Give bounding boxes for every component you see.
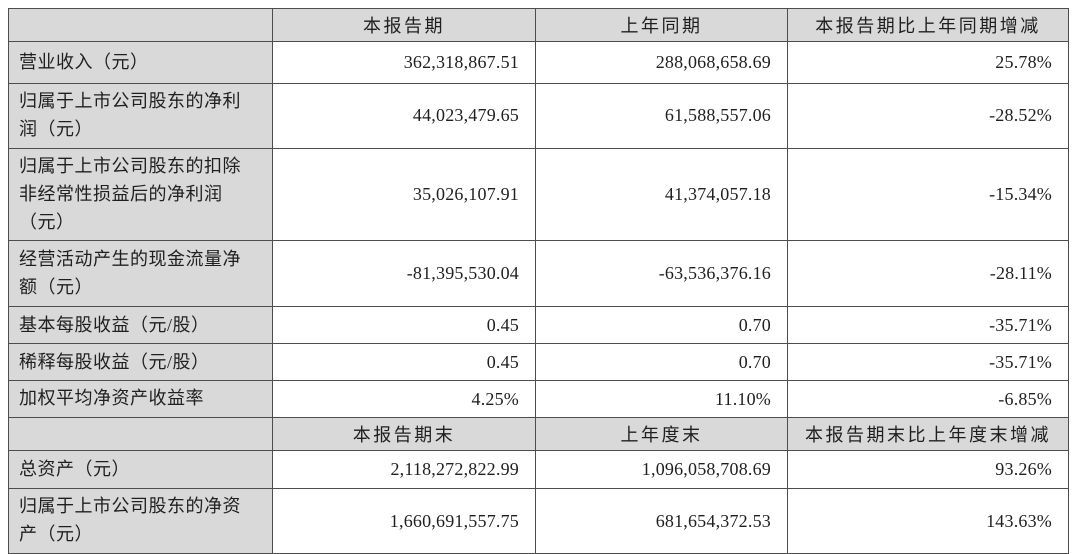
cell-change: -28.52%: [787, 83, 1069, 149]
row-total-assets: 总资产（元） 2,118,272,822.99 1,096,058,708.69…: [8, 450, 1069, 490]
cell-change: 25.78%: [787, 41, 1069, 84]
corner-cell: [8, 417, 273, 452]
cell-label: 归属于上市公司股东的净资产（元）: [8, 488, 273, 554]
cell-current: 0.45: [272, 343, 536, 382]
financial-summary-table: 本报告期 上年同期 本报告期比上年同期增减 营业收入（元） 362,318,86…: [8, 8, 1069, 554]
cell-prior: 61,588,557.06: [535, 83, 788, 149]
row-net-profit-excl-nonrecurring: 归属于上市公司股东的扣除非经常性损益后的净利润（元） 35,026,107.91…: [8, 147, 1069, 242]
row-diluted-eps: 稀释每股收益（元/股） 0.45 0.70 -35.71%: [8, 343, 1069, 382]
cell-change: 143.63%: [787, 488, 1069, 554]
cell-change: 93.26%: [787, 450, 1069, 490]
cell-prior: 288,068,658.69: [535, 41, 788, 84]
header-end-prior: 上年度末: [535, 417, 788, 452]
cell-current: 4.25%: [272, 380, 536, 419]
row-net-profit-attributable: 归属于上市公司股东的净利润（元） 44,023,479.65 61,588,55…: [8, 83, 1069, 149]
cell-label: 稀释每股收益（元/股）: [8, 343, 273, 382]
cell-change: -35.71%: [787, 343, 1069, 382]
cell-prior: 681,654,372.53: [535, 488, 788, 554]
cell-current: 44,023,479.65: [272, 83, 536, 149]
row-basic-eps: 基本每股收益（元/股） 0.45 0.70 -35.71%: [8, 306, 1069, 345]
cell-current: 1,660,691,557.75: [272, 488, 536, 554]
end-period-header-row: 本报告期末 上年度末 本报告期末比上年度末增减: [8, 417, 1069, 452]
cell-label: 营业收入（元）: [8, 41, 273, 84]
corner-cell: [8, 8, 273, 42]
cell-current: 362,318,867.51: [272, 41, 536, 84]
header-prior-period: 上年同期: [535, 8, 788, 42]
cell-label: 加权平均净资产收益率: [8, 380, 273, 419]
cell-current: 2,118,272,822.99: [272, 450, 536, 490]
cell-prior: 0.70: [535, 343, 788, 382]
row-net-assets-attributable: 归属于上市公司股东的净资产（元） 1,660,691,557.75 681,65…: [8, 488, 1069, 554]
cell-change: -15.34%: [787, 147, 1069, 242]
header-end-current: 本报告期末: [272, 417, 536, 452]
cell-prior: -63,536,376.16: [535, 240, 788, 308]
cell-current: -81,395,530.04: [272, 240, 536, 308]
cell-current: 0.45: [272, 306, 536, 345]
cell-label: 归属于上市公司股东的扣除非经常性损益后的净利润（元）: [8, 147, 273, 242]
header-end-change: 本报告期末比上年度末增减: [787, 417, 1069, 452]
row-operating-revenue: 营业收入（元） 362,318,867.51 288,068,658.69 25…: [8, 41, 1069, 84]
cell-prior: 41,374,057.18: [535, 147, 788, 242]
header-current-period: 本报告期: [272, 8, 536, 42]
cell-prior: 1,096,058,708.69: [535, 450, 788, 490]
cell-label: 经营活动产生的现金流量净额（元）: [8, 240, 273, 308]
cell-label: 基本每股收益（元/股）: [8, 306, 273, 345]
row-operating-cash-flow: 经营活动产生的现金流量净额（元） -81,395,530.04 -63,536,…: [8, 240, 1069, 308]
period-header-row: 本报告期 上年同期 本报告期比上年同期增减: [8, 8, 1069, 42]
cell-label: 归属于上市公司股东的净利润（元）: [8, 83, 273, 149]
cell-current: 35,026,107.91: [272, 147, 536, 242]
cell-change: -28.11%: [787, 240, 1069, 308]
cell-prior: 0.70: [535, 306, 788, 345]
cell-label: 总资产（元）: [8, 450, 273, 490]
row-weighted-avg-roe: 加权平均净资产收益率 4.25% 11.10% -6.85%: [8, 380, 1069, 419]
cell-change: -6.85%: [787, 380, 1069, 419]
cell-prior: 11.10%: [535, 380, 788, 419]
cell-change: -35.71%: [787, 306, 1069, 345]
header-period-change: 本报告期比上年同期增减: [787, 8, 1069, 42]
